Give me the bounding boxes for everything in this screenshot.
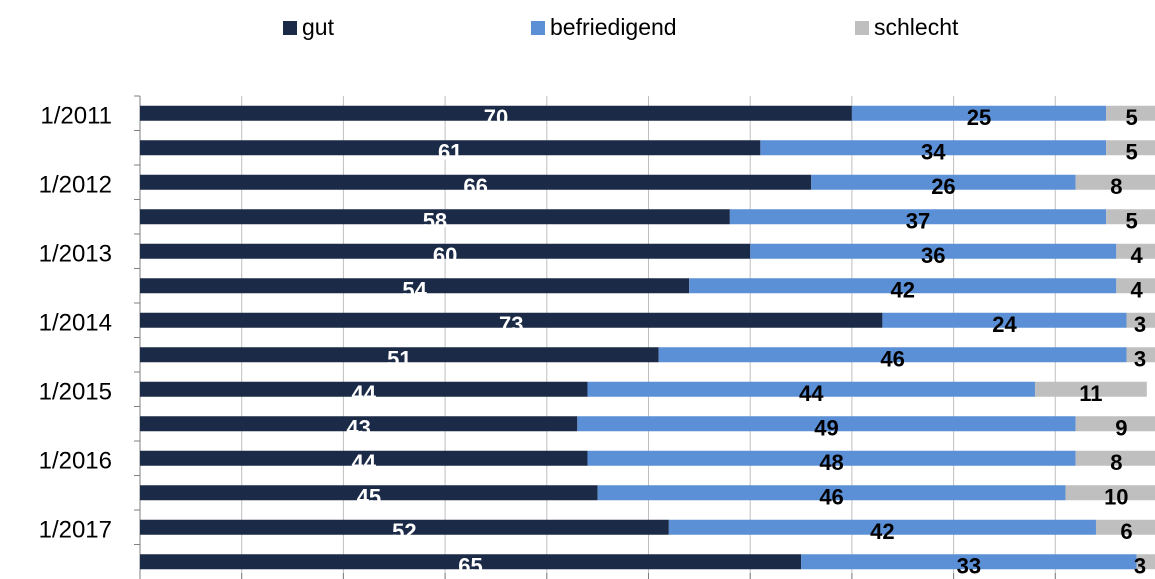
bar-segment [140, 485, 598, 501]
bar-segment [1116, 243, 1155, 259]
data-label: 58 [423, 209, 447, 234]
data-label: 45 [357, 485, 381, 510]
data-label: 6 [1120, 519, 1132, 544]
bar-segment [140, 140, 761, 156]
bar-segment [658, 347, 1127, 363]
bar-segment [750, 243, 1117, 259]
legend-swatch [531, 21, 545, 35]
data-label: 8 [1110, 174, 1122, 199]
data-label: 60 [433, 243, 457, 268]
y-tick-label: 1/2016 [39, 448, 112, 475]
data-label: 3 [1134, 554, 1146, 579]
bar-segment [140, 554, 802, 570]
data-label: 44 [351, 450, 376, 475]
legend-label: befriedigend [550, 14, 677, 40]
bar-segment [577, 416, 1076, 432]
y-tick-label: 1/2013 [39, 241, 112, 268]
bar-segment [1126, 347, 1155, 363]
data-label: 51 [387, 347, 411, 372]
bar-segment [1065, 485, 1155, 501]
y-tick-label: 1/2012 [39, 172, 112, 199]
bar-segment [587, 450, 1076, 466]
bar-segment [140, 243, 751, 259]
data-label: 42 [891, 278, 915, 303]
data-label: 3 [1134, 347, 1146, 372]
data-label: 65 [458, 554, 482, 579]
bar-segment [140, 519, 669, 535]
bar-segment [1106, 140, 1155, 156]
bar-segment [140, 381, 588, 397]
bar-segment [729, 209, 1107, 225]
data-label: 26 [931, 174, 955, 199]
data-label: 44 [351, 381, 376, 406]
bar-segment [1075, 450, 1155, 466]
bar-segment [1106, 209, 1155, 225]
data-label: 42 [870, 519, 894, 544]
data-label: 66 [463, 174, 487, 199]
data-label: 44 [799, 381, 824, 406]
data-label: 54 [402, 278, 427, 303]
bar-segment [587, 381, 1035, 397]
bar-segment [140, 450, 588, 466]
legend-swatch [855, 21, 869, 35]
data-label: 25 [967, 105, 991, 130]
data-label: 34 [921, 140, 946, 165]
bar-segment [668, 519, 1096, 535]
data-label: 4 [1131, 278, 1144, 303]
bar-segment [811, 174, 1076, 190]
bar-segment [1126, 312, 1155, 328]
bar-segment [140, 347, 659, 363]
bar-segment [1106, 105, 1155, 121]
data-label: 5 [1125, 209, 1137, 234]
bar-segment [140, 105, 852, 121]
y-tick-label: 1/2014 [39, 310, 112, 337]
bar-segment [140, 416, 578, 432]
data-label: 36 [921, 243, 945, 268]
data-label: 5 [1125, 140, 1137, 165]
data-label: 61 [438, 140, 462, 165]
bar-segment [597, 485, 1066, 501]
data-label: 52 [392, 519, 416, 544]
bar-segment [1136, 554, 1155, 570]
data-label: 10 [1104, 485, 1128, 510]
data-label: 43 [346, 416, 370, 441]
data-label: 3 [1134, 312, 1146, 337]
data-label: 46 [880, 347, 904, 372]
data-label: 11 [1079, 381, 1102, 406]
bar-segment [1075, 416, 1155, 432]
legend-label: gut [302, 14, 335, 40]
bar-segment [1116, 278, 1155, 294]
legend-label: schlecht [874, 14, 959, 40]
data-label: 48 [819, 450, 843, 475]
y-tick-label: 1/2015 [39, 379, 112, 406]
bar-segment [140, 278, 690, 294]
data-label: 4 [1131, 243, 1144, 268]
y-tick-label: 1/2011 [40, 103, 112, 130]
data-label: 24 [992, 312, 1017, 337]
data-label: 9 [1115, 416, 1127, 441]
bar-segment [140, 174, 812, 190]
y-tick-label: 1/2017 [39, 517, 112, 544]
data-label: 73 [499, 312, 523, 337]
bar-segment [1034, 381, 1147, 397]
bar-segment [851, 105, 1107, 121]
bar-segment [1075, 174, 1155, 190]
bar-segment [882, 312, 1127, 328]
data-label: 37 [906, 209, 930, 234]
bar-segment [801, 554, 1137, 570]
bar-segment [689, 278, 1117, 294]
bar-segment [140, 209, 730, 225]
legend-swatch [283, 21, 297, 35]
data-label: 70 [484, 105, 508, 130]
bar-segment [1095, 519, 1155, 535]
data-label: 46 [819, 485, 843, 510]
bar-segment [140, 312, 883, 328]
data-label: 5 [1125, 105, 1137, 130]
data-label: 8 [1110, 450, 1122, 475]
bar-segment [760, 140, 1107, 156]
data-label: 49 [814, 416, 838, 441]
data-label: 33 [957, 554, 981, 579]
